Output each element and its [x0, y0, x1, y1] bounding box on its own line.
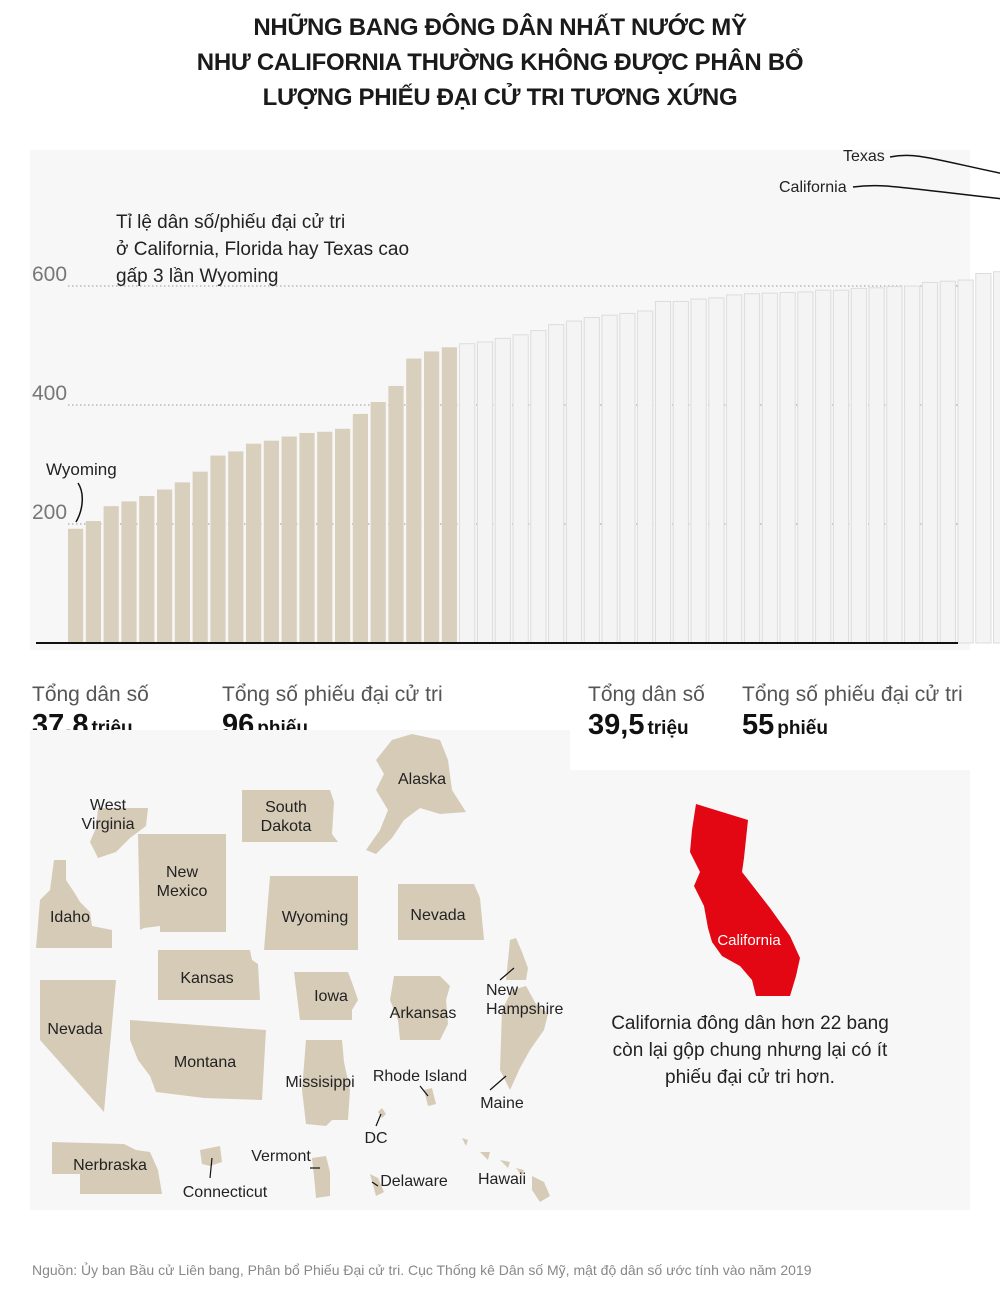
bar [850, 287, 867, 644]
right-population-label: Tổng dân số [588, 683, 705, 706]
bar [957, 279, 974, 644]
bar [761, 292, 778, 644]
annotation-california: California [779, 179, 847, 196]
bar [832, 289, 850, 644]
bar [210, 455, 226, 643]
y-tick-label: 600 [32, 263, 67, 286]
y-tick-label: 200 [32, 501, 67, 524]
right-votes-value: 55 phiếu [742, 709, 963, 742]
bar [939, 280, 956, 644]
bar [886, 286, 903, 644]
bar [904, 285, 921, 644]
bar [530, 330, 547, 644]
bar [601, 314, 618, 644]
bar [459, 343, 476, 644]
bar [494, 337, 511, 644]
chart-note-line: gấp 3 lần Wyoming [116, 266, 278, 287]
bar [388, 385, 404, 643]
right-votes-unit: phiếu [777, 718, 828, 739]
bar [174, 482, 190, 643]
bar [85, 521, 101, 643]
bar [637, 310, 654, 644]
right-population-value: 39,5 triệu [588, 709, 705, 742]
page-title: NHỮNG BANG ĐÔNG DÂN NHẤT NƯỚC MỸ NHƯ CAL… [0, 10, 1000, 115]
bar [726, 294, 743, 644]
annotation-texas-line [889, 154, 1000, 174]
bar [583, 317, 600, 644]
left-votes-label: Tổng số phiếu đại cử tri [222, 683, 443, 706]
bar [157, 489, 173, 643]
bar [815, 289, 832, 644]
title-line-1: NHỮNG BANG ĐÔNG DÂN NHẤT NƯỚC MỸ [253, 14, 747, 41]
bar [335, 428, 351, 643]
bar [228, 451, 244, 643]
bar [317, 431, 333, 643]
bar [565, 320, 583, 644]
annotation-texas: Texas [843, 148, 885, 165]
bar [424, 351, 440, 643]
bar [921, 281, 939, 644]
bar [263, 440, 279, 643]
bar [975, 273, 992, 644]
chart-note-line: ở California, Florida hay Texas cao [116, 239, 409, 260]
right-votes-stat: Tổng số phiếu đại cử tri 55 phiếu [742, 683, 963, 742]
title-line-3: LƯỢNG PHIẾU ĐẠI CỬ TRI TƯƠNG XỨNG [262, 84, 738, 111]
bar [779, 292, 796, 644]
bar [672, 300, 689, 644]
bar [281, 436, 297, 643]
bar [476, 341, 494, 644]
california-note-line-2: còn lại gộp chung nhưng lại có ít [612, 1040, 888, 1061]
bar [690, 298, 707, 644]
bar [993, 271, 1000, 644]
bar [352, 413, 368, 643]
california-panel [570, 770, 970, 1210]
left-population-label: Tổng dân số [32, 683, 149, 706]
bar [121, 501, 137, 643]
bar [619, 312, 636, 644]
california-note-line-1: California đông dân hơn 22 bang [611, 1013, 889, 1034]
bar [68, 528, 84, 643]
source-footer: Nguồn: Ủy ban Bầu cử Liên bang, Phân bổ … [32, 1262, 812, 1278]
bar [708, 297, 725, 644]
right-votes-number: 55 [742, 709, 775, 741]
right-votes-label: Tổng số phiếu đại cử tri [742, 683, 963, 706]
bar [548, 324, 565, 644]
bar [139, 496, 155, 643]
bar [512, 334, 529, 644]
annotation-california-line [852, 184, 1000, 200]
bar [192, 471, 208, 643]
chart-note-line: Tỉ lệ dân số/phiếu đại cử tri [116, 212, 345, 233]
bar [370, 402, 386, 643]
annotation-wyoming: Wyoming [46, 460, 117, 479]
y-tick-label: 400 [32, 382, 67, 405]
california-note-line-3: phiếu đại cử tri hơn. [665, 1067, 835, 1088]
bar [654, 300, 672, 644]
right-population-stat: Tổng dân số 39,5 triệu [588, 683, 705, 742]
bar [797, 291, 814, 644]
bar [246, 443, 262, 643]
right-population-unit: triệu [647, 718, 689, 739]
title-line-2: NHƯ CALIFORNIA THƯỜNG KHÔNG ĐƯỢC PHÂN BỔ [196, 49, 804, 76]
bar-chart: 200 400 600 Tỉ lệ dân số/phiếu đại cử tri ở … [32, 148, 1000, 644]
bar [441, 347, 457, 643]
annotation-wyoming-line [75, 482, 83, 523]
right-population-number: 39,5 [588, 709, 645, 741]
bar [299, 432, 315, 643]
california-note: California đông dân hơn 22 bang còn lại … [600, 1010, 900, 1091]
bar [868, 287, 885, 644]
bar [406, 358, 422, 643]
small-states-panel [30, 730, 570, 1210]
bar [103, 506, 119, 643]
bar [743, 293, 761, 644]
